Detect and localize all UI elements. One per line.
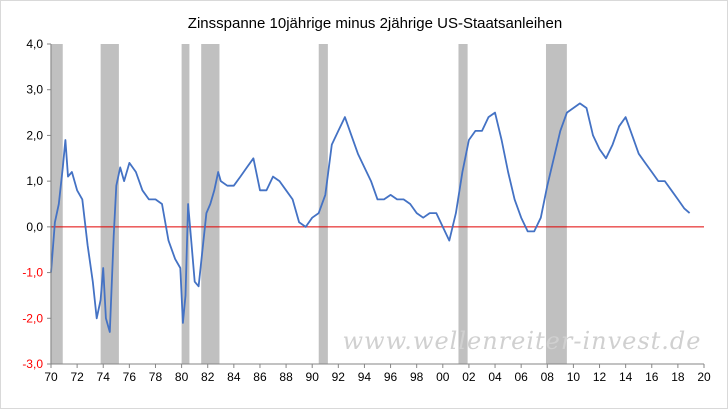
x-tick-label: 98 — [410, 370, 424, 384]
recession-band — [318, 44, 328, 364]
recession-bands — [50, 44, 567, 364]
x-tick-label: 96 — [384, 370, 398, 384]
x-tick-label: 12 — [593, 370, 607, 384]
y-tick-label: 4,0 — [26, 37, 43, 51]
x-tick-label: 88 — [279, 370, 293, 384]
x-tick-label: 92 — [332, 370, 346, 384]
y-tick-label: 2,0 — [26, 128, 43, 142]
x-tick-label: 76 — [123, 370, 137, 384]
y-tick-labels: 4,0 3,0 2,0 1,0 0,0 -1,0 -2,0 -3,0 — [22, 37, 51, 371]
recession-band — [181, 44, 190, 364]
recession-band — [458, 44, 468, 364]
x-tick-label: 04 — [488, 370, 502, 384]
x-tick-label: 90 — [306, 370, 320, 384]
chart-title: Zinsspanne 10jährige minus 2jährige US-S… — [188, 15, 562, 32]
x-tick-label: 02 — [462, 370, 476, 384]
recession-band — [100, 44, 119, 364]
x-tick-label: 06 — [514, 370, 528, 384]
x-tick-label: 70 — [44, 370, 58, 384]
recession-band — [545, 44, 567, 364]
x-tick-label: 74 — [97, 370, 111, 384]
y-tick-label: 3,0 — [26, 83, 43, 97]
x-tick-label: 20 — [697, 370, 711, 384]
series-group — [50, 102, 691, 333]
x-tick-label: 94 — [358, 370, 372, 384]
x-tick-label: 72 — [70, 370, 84, 384]
x-tick-label: 78 — [149, 370, 163, 384]
x-tick-label: 86 — [253, 370, 267, 384]
x-tick-label: 16 — [645, 370, 659, 384]
watermark: www.wellenreiter-invest.de — [343, 327, 702, 355]
y-tick-label: -2,0 — [22, 311, 43, 325]
x-tick-label: 80 — [175, 370, 189, 384]
y-tick-label: 1,0 — [26, 174, 43, 188]
x-tick-label: 18 — [671, 370, 685, 384]
x-tick-label: 00 — [436, 370, 450, 384]
x-tick-labels: 70 72 74 76 78 80 82 84 86 88 90 92 94 96 98 00 02 04 06 08… — [44, 364, 711, 384]
x-tick-label: 84 — [227, 370, 241, 384]
x-tick-label: 82 — [201, 370, 215, 384]
x-tick-label: 14 — [619, 370, 633, 384]
y-tick-label: -1,0 — [22, 266, 43, 280]
y-tick-label: -3,0 — [22, 357, 43, 371]
y-tick-label: 0,0 — [26, 220, 43, 234]
series-line — [50, 102, 691, 333]
recession-band — [50, 44, 63, 364]
x-tick-label: 08 — [541, 370, 555, 384]
x-tick-label: 10 — [567, 370, 581, 384]
